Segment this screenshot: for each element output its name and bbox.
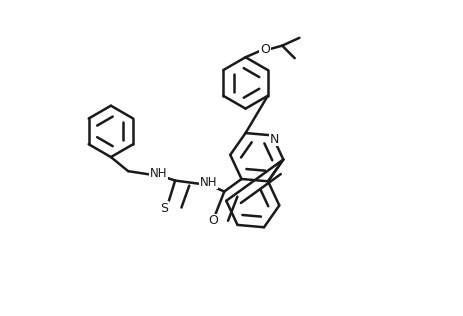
- Text: O: O: [208, 215, 218, 228]
- Text: NH: NH: [200, 176, 217, 189]
- Text: NH: NH: [150, 167, 168, 180]
- Text: N: N: [270, 133, 279, 146]
- Text: S: S: [160, 202, 168, 215]
- Text: O: O: [260, 43, 270, 56]
